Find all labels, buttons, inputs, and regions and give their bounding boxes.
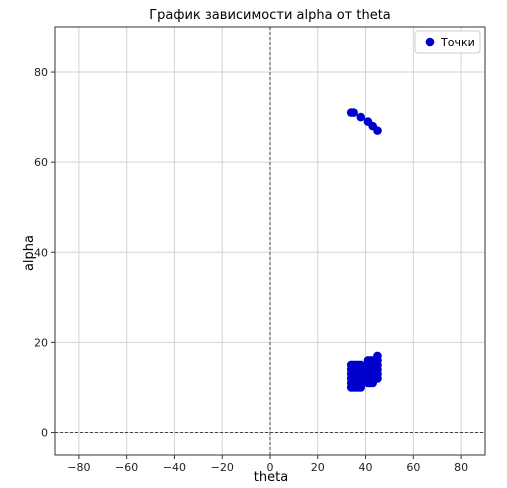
x-tick-label: −20 (211, 461, 234, 474)
x-tick-label: 20 (311, 461, 325, 474)
x-tick-label: 80 (454, 461, 468, 474)
data-point (356, 360, 366, 370)
y-axis-ticks: 0 20 40 60 80 (34, 66, 55, 439)
chart-title: График зависимости alpha от theta (149, 8, 391, 23)
reference-lines (55, 27, 485, 455)
legend-marker (425, 37, 435, 47)
y-tick-label: 60 (34, 156, 48, 169)
x-tick-label: 60 (406, 461, 420, 474)
y-tick-label: 40 (34, 246, 48, 259)
x-axis-title: theta (254, 470, 288, 485)
y-tick-label: 20 (34, 336, 48, 349)
data-point (373, 126, 382, 135)
y-tick-label: 80 (34, 66, 48, 79)
y-tick-label: 0 (41, 426, 48, 439)
x-tick-label: −60 (115, 461, 138, 474)
data-point (373, 351, 382, 361)
x-tick-label: −40 (163, 461, 186, 474)
x-tick-label: 0 (267, 461, 274, 474)
data-point (349, 108, 358, 117)
legend: Точки (414, 30, 481, 54)
y-axis-title: alpha (22, 235, 37, 271)
data-points (346, 108, 382, 392)
data-point (356, 112, 366, 122)
x-tick-label: −80 (67, 461, 90, 474)
legend-box (414, 30, 481, 54)
x-tick-label: 40 (359, 461, 373, 474)
x-axis-ticks: −80 −60 −40 −20 0 20 40 60 80 (67, 455, 468, 474)
legend-label: Точки (440, 36, 475, 49)
